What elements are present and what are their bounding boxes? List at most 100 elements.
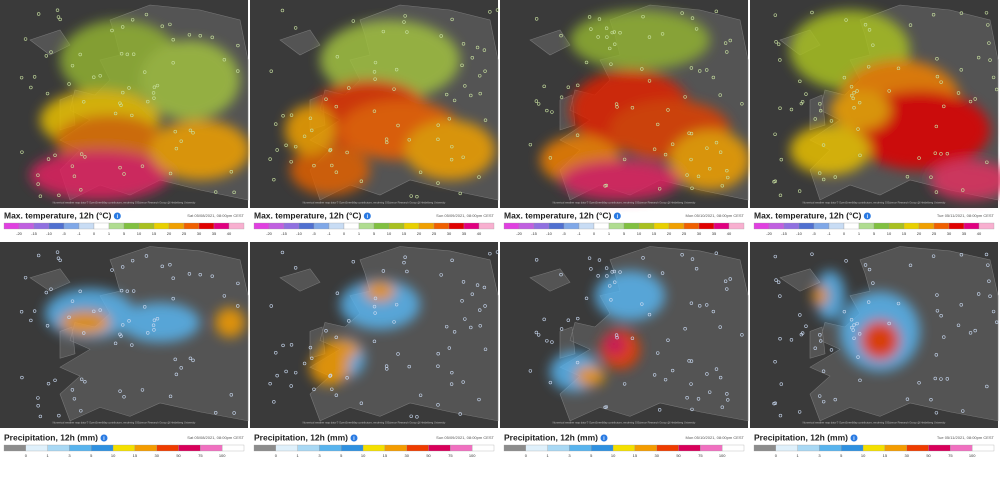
station <box>663 377 668 382</box>
station <box>38 414 43 419</box>
station <box>542 317 546 322</box>
weather-area <box>60 310 110 335</box>
station <box>714 9 719 14</box>
weather-area <box>605 334 625 355</box>
legend-swatch <box>343 222 360 230</box>
station <box>179 366 183 370</box>
legend-swatch <box>463 222 480 230</box>
station <box>905 397 910 401</box>
station <box>976 292 981 296</box>
station <box>587 15 592 19</box>
station <box>450 370 454 375</box>
station <box>460 299 464 303</box>
station <box>945 377 950 381</box>
station <box>666 338 670 342</box>
station <box>829 119 834 123</box>
legend-label: 15 <box>902 231 907 236</box>
date: Tue 05/11/2021, 08:00pm CEST <box>937 213 995 218</box>
station <box>995 320 999 324</box>
legend-label: 35 <box>962 231 967 236</box>
station <box>191 131 195 135</box>
legend-swatch <box>384 444 407 452</box>
legend-swatch <box>683 222 700 230</box>
legend-swatch <box>768 222 785 230</box>
station <box>294 144 298 149</box>
legend-swatch <box>253 444 276 452</box>
info-icon <box>113 212 121 220</box>
station <box>696 174 701 179</box>
legend-swatch <box>373 222 390 230</box>
legend-swatch <box>253 222 270 230</box>
station <box>850 93 854 98</box>
legend-label: 10 <box>861 453 866 458</box>
station <box>776 42 781 46</box>
legend-swatch <box>18 222 35 230</box>
station <box>118 165 122 170</box>
station <box>612 269 617 274</box>
station <box>690 257 695 261</box>
station <box>986 23 990 27</box>
station <box>171 61 175 65</box>
station <box>705 303 709 307</box>
station <box>819 339 823 343</box>
station <box>779 157 783 162</box>
legend-label: 100 <box>469 453 476 458</box>
legend-label: 20 <box>417 231 422 236</box>
station <box>268 157 272 161</box>
station <box>935 293 939 297</box>
station <box>789 338 794 342</box>
legend-label: 50 <box>926 453 931 458</box>
legend-title: Precipitation, 12h (mm) <box>754 432 848 442</box>
station <box>779 382 783 386</box>
station <box>407 364 411 369</box>
legend-swatch <box>341 444 364 452</box>
station <box>778 193 783 197</box>
station <box>29 318 33 323</box>
station <box>70 388 75 392</box>
legend-swatch <box>297 444 320 452</box>
station <box>660 271 665 275</box>
station <box>968 99 973 104</box>
weather-overlay <box>812 270 920 372</box>
legend-swatch <box>634 444 657 452</box>
station <box>844 18 848 22</box>
station <box>19 310 24 314</box>
attribution: Numerical weather map data © OpenStreetM… <box>803 201 946 205</box>
station <box>155 316 160 321</box>
station <box>294 370 298 375</box>
station <box>933 151 937 155</box>
legend-label: -5 <box>812 231 816 236</box>
map: Numerical weather map data © OpenStreetM… <box>250 242 500 428</box>
station <box>409 414 413 418</box>
station <box>110 268 114 272</box>
date: Sun 05/09/2021, 08:00pm CEST <box>436 435 494 440</box>
station <box>939 152 943 156</box>
station <box>858 378 862 383</box>
station <box>696 397 701 401</box>
station <box>122 395 126 399</box>
station <box>708 390 712 394</box>
station <box>725 50 729 54</box>
station <box>67 315 71 320</box>
station <box>640 302 644 306</box>
station <box>536 102 541 106</box>
legend-label: 3 <box>568 453 571 458</box>
station <box>495 250 500 254</box>
station <box>312 387 316 392</box>
station <box>236 281 240 286</box>
station <box>740 102 744 106</box>
legend-label: 50 <box>426 453 431 458</box>
legend-swatch <box>903 222 920 230</box>
legend-label: 35 <box>212 231 217 236</box>
station <box>622 157 627 162</box>
legend-swatch <box>183 222 200 230</box>
station <box>597 17 602 21</box>
station <box>29 85 33 90</box>
station <box>222 58 227 62</box>
station <box>896 301 901 306</box>
station <box>483 118 488 122</box>
station <box>274 351 278 355</box>
station <box>935 74 940 79</box>
station <box>647 79 652 83</box>
